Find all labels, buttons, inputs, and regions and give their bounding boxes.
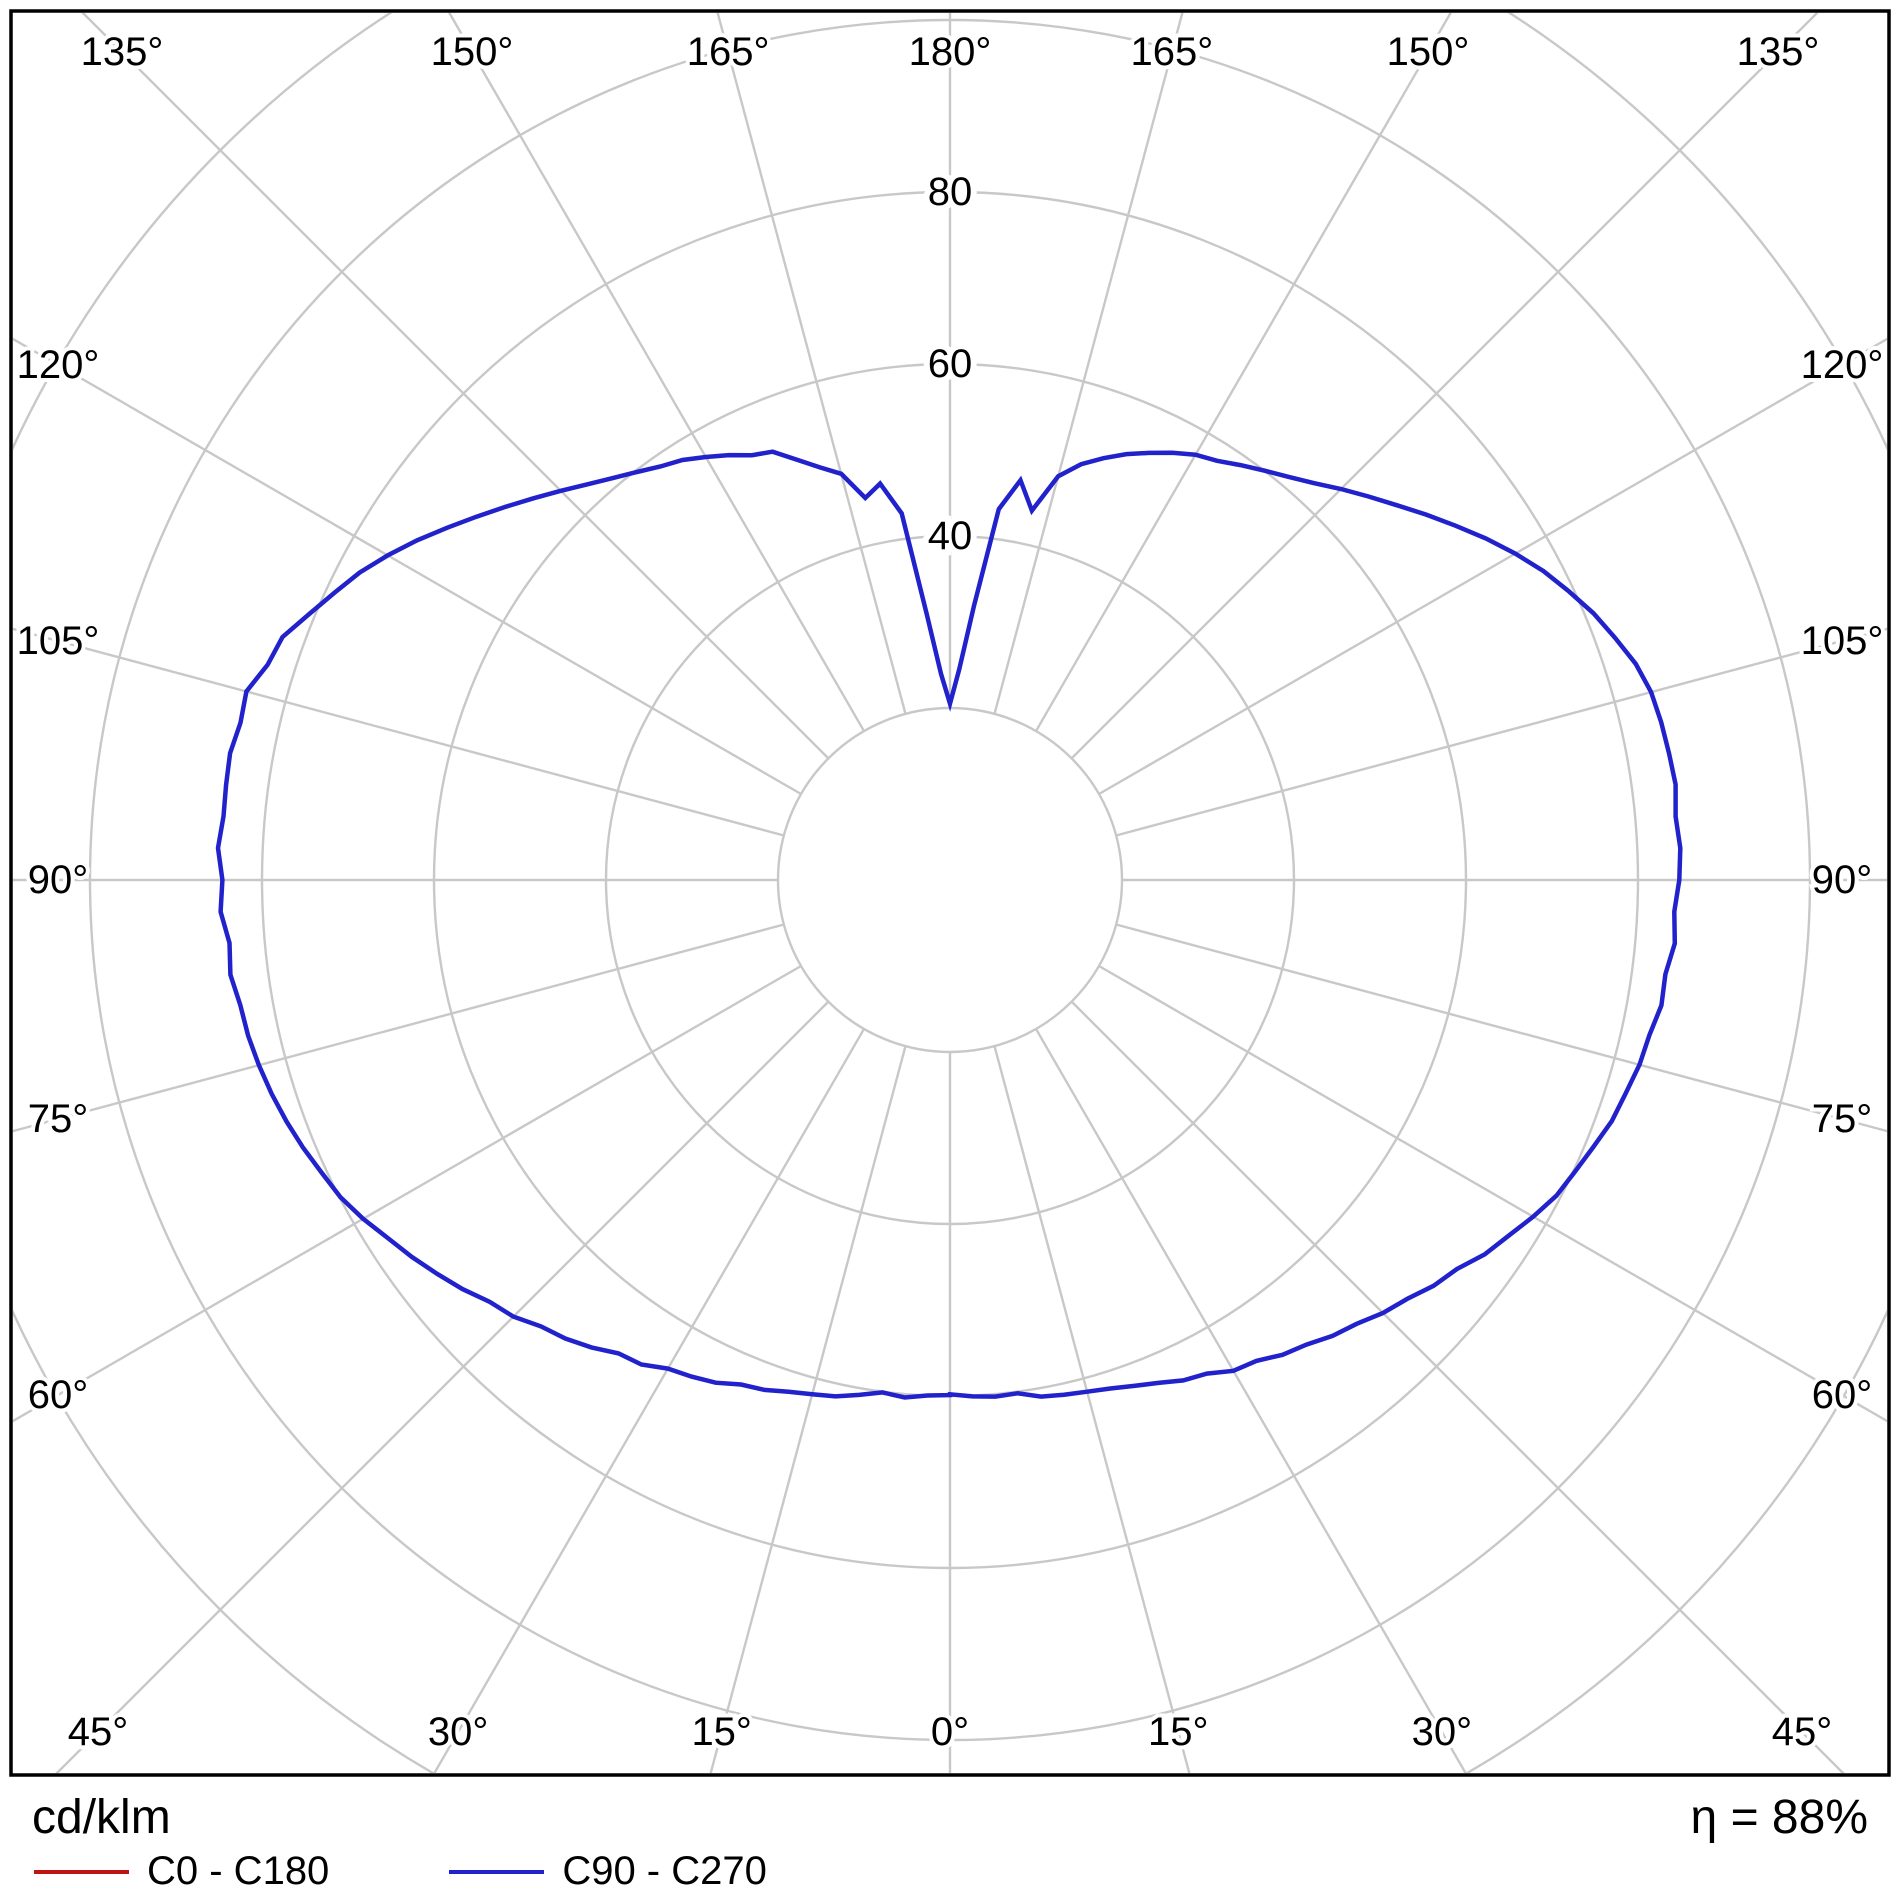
angle-label: 180°: [909, 30, 992, 74]
radial-tick-label: 60: [928, 342, 973, 386]
grid-spoke: [1098, 964, 1887, 1423]
angle-label: 150°: [1387, 30, 1470, 74]
legend-label-c0-c180: C0 - C180: [147, 1849, 330, 1893]
chart-legend: C0 - C180 C90 - C270: [34, 1849, 767, 1894]
polar-grid: [13, 13, 1887, 1773]
polar-chart-svg: 40 60 80 0° 15° 15° 30° 30° 45° 45° 60° 60° 75° 75° 90…: [9, 9, 1891, 1777]
grid-spoke: [1034, 13, 1452, 732]
angle-label: 75°: [28, 1097, 89, 1141]
chart-footer: cd/klm η = 88% C0 - C180 C90 - C270: [0, 1782, 1900, 1900]
angle-label: 30°: [428, 1710, 489, 1754]
grid-spoke: [13, 923, 785, 1133]
legend-item-c0-c180: C0 - C180: [34, 1849, 329, 1894]
grid-spoke: [1115, 923, 1887, 1133]
grid-circle: [776, 706, 1124, 1054]
angle-label: 165°: [1131, 30, 1214, 74]
angle-label: 135°: [81, 30, 164, 74]
legend-item-c90-c270: C90 - C270: [449, 1849, 767, 1894]
grid-spoke: [13, 337, 802, 796]
angle-label: 60°: [28, 1373, 89, 1417]
angle-label: 120°: [17, 343, 100, 387]
intensity-curve-c90-c270: [215, 449, 1683, 1400]
angle-label: 15°: [1148, 1710, 1209, 1754]
angle-label: 105°: [17, 619, 100, 663]
grid-spoke: [1034, 1028, 1467, 1773]
grid-spoke: [13, 964, 802, 1423]
angle-label: 0°: [931, 1710, 969, 1754]
angle-label: 30°: [1412, 1710, 1473, 1754]
legend-line-blue-icon: [449, 1869, 545, 1874]
grid-spoke: [1070, 1000, 1845, 1773]
grid-spoke: [1098, 337, 1887, 796]
grid-spoke: [716, 13, 907, 715]
angle-label: 60°: [1812, 1373, 1873, 1417]
angle-label: 105°: [1801, 619, 1884, 663]
angle-label: 15°: [691, 1710, 752, 1754]
grid-spoke: [13, 627, 785, 837]
grid-spoke: [448, 13, 866, 732]
grid-spoke: [1115, 627, 1887, 837]
angle-label: 90°: [1812, 858, 1873, 902]
radial-tick-label: 40: [928, 514, 973, 558]
angle-label: 165°: [687, 30, 770, 74]
chart-border: [9, 9, 1891, 1777]
grid-spoke: [993, 13, 1184, 715]
angle-label: 45°: [68, 1710, 129, 1754]
grid-spoke: [433, 1028, 866, 1773]
radial-tick-label: 80: [928, 170, 973, 214]
angle-label: 75°: [1812, 1097, 1873, 1141]
angle-label: 150°: [431, 30, 514, 74]
legend-line-red-icon: [34, 1869, 129, 1874]
units-label: cd/klm: [32, 1791, 171, 1844]
grid-spoke: [55, 1000, 830, 1773]
angle-label: 45°: [1772, 1710, 1833, 1754]
grid-spoke: [1070, 13, 1819, 760]
angle-label: 120°: [1801, 343, 1884, 387]
grid-spoke: [993, 1045, 1191, 1773]
angle-label: 135°: [1737, 30, 1820, 74]
legend-label-c90-c270: C90 - C270: [562, 1849, 767, 1893]
angle-label: 90°: [28, 858, 89, 902]
efficiency-label: η = 88%: [1690, 1791, 1868, 1844]
grid-spoke: [709, 1045, 907, 1773]
grid-spoke: [81, 13, 830, 760]
